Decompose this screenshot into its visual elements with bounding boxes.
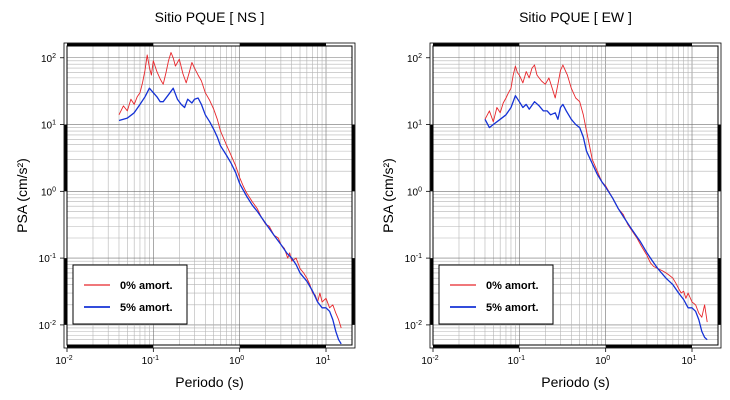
- y-tick-exponent: -1: [50, 253, 56, 260]
- series-line-undamped: [484, 64, 708, 323]
- series-line-damped: [484, 95, 708, 341]
- x-tick-exponent: 1: [327, 355, 331, 362]
- legend: 0% amort. 5% amort.: [72, 264, 188, 325]
- y-tick-label: 100: [41, 186, 56, 198]
- y-axis-label: PSA (cm/s²): [380, 158, 396, 233]
- y-tick-exponent: 1: [52, 120, 56, 127]
- legend-box: [72, 264, 188, 325]
- y-tick-base: 10: [39, 321, 51, 332]
- y-tick-exponent: -2: [50, 320, 56, 327]
- outer-frame-rect: [63, 42, 356, 349]
- chart-title: Sitio PQUE [ EW ]: [519, 9, 632, 25]
- y-tick-label: 10-1: [39, 253, 56, 265]
- y-tick-label: 102: [41, 53, 56, 65]
- x-tick-label: 10-2: [421, 355, 438, 367]
- y-tick-exponent: 2: [52, 53, 56, 60]
- y-tick-exponent: 0: [418, 186, 422, 193]
- y-tick-base: 10: [39, 254, 51, 265]
- x-tick-exponent: -2: [432, 355, 438, 362]
- y-tick-exponent: -2: [416, 320, 422, 327]
- y-axis-label: PSA (cm/s²): [14, 158, 30, 233]
- y-tick-label: 100: [407, 186, 422, 198]
- legend-label: 0% amort.: [486, 280, 539, 292]
- y-tick-base: 10: [41, 121, 53, 132]
- chart-title: Sitio PQUE [ NS ]: [155, 9, 265, 25]
- x-tick-base: 10: [595, 356, 607, 367]
- x-tick-exponent: 1: [693, 355, 697, 362]
- series-line-undamped: [118, 52, 342, 329]
- legend-label: 5% amort.: [486, 302, 539, 314]
- x-tick-label: 101: [681, 355, 696, 367]
- y-tick-base: 10: [405, 321, 417, 332]
- x-tick-base: 10: [315, 356, 327, 367]
- legend: 0% amort. 5% amort.: [438, 264, 554, 325]
- y-tick-exponent: 1: [418, 120, 422, 127]
- y-tick-exponent: 2: [418, 53, 422, 60]
- x-axis-label: Periodo (s): [175, 374, 243, 390]
- x-tick-exponent: 0: [606, 355, 610, 362]
- x-tick-label: 10-2: [55, 355, 72, 367]
- y-tick-base: 10: [41, 187, 53, 198]
- x-tick-label: 10-1: [142, 355, 159, 367]
- y-tick-label: 10-2: [39, 320, 56, 332]
- y-tick-label: 10-1: [405, 253, 422, 265]
- x-tick-label: 100: [229, 355, 244, 367]
- y-tick-base: 10: [407, 54, 419, 65]
- x-tick-label: 100: [595, 355, 610, 367]
- x-tick-base: 10: [681, 356, 693, 367]
- outer-frame-rect: [429, 42, 722, 349]
- legend-label: 0% amort.: [120, 280, 173, 292]
- x-tick-label: 101: [315, 355, 330, 367]
- x-tick-exponent: -1: [519, 355, 525, 362]
- x-tick-base: 10: [55, 356, 67, 367]
- plot-frame: [432, 45, 719, 346]
- y-tick-label: 101: [407, 120, 422, 132]
- y-tick-label: 101: [41, 120, 56, 132]
- y-tick-exponent: 0: [52, 186, 56, 193]
- legend-box: [438, 264, 554, 325]
- x-tick-exponent: 0: [240, 355, 244, 362]
- series-line-damped: [118, 87, 342, 345]
- x-tick-base: 10: [142, 356, 154, 367]
- x-tick-base: 10: [229, 356, 241, 367]
- x-tick-base: 10: [421, 356, 433, 367]
- outer-frame: [63, 42, 356, 349]
- y-tick-exponent: -1: [416, 253, 422, 260]
- x-tick-label: 10-1: [508, 355, 525, 367]
- x-tick-exponent: -2: [66, 355, 72, 362]
- legend-label: 5% amort.: [120, 302, 173, 314]
- x-axis-label: Periodo (s): [541, 374, 609, 390]
- x-tick-base: 10: [508, 356, 520, 367]
- y-tick-label: 102: [407, 53, 422, 65]
- y-tick-base: 10: [407, 121, 419, 132]
- y-tick-base: 10: [405, 254, 417, 265]
- y-tick-base: 10: [41, 54, 53, 65]
- x-tick-exponent: -1: [153, 355, 159, 362]
- y-tick-label: 10-2: [405, 320, 422, 332]
- plot-frame: [66, 45, 353, 346]
- y-tick-base: 10: [407, 187, 419, 198]
- outer-frame: [429, 42, 722, 349]
